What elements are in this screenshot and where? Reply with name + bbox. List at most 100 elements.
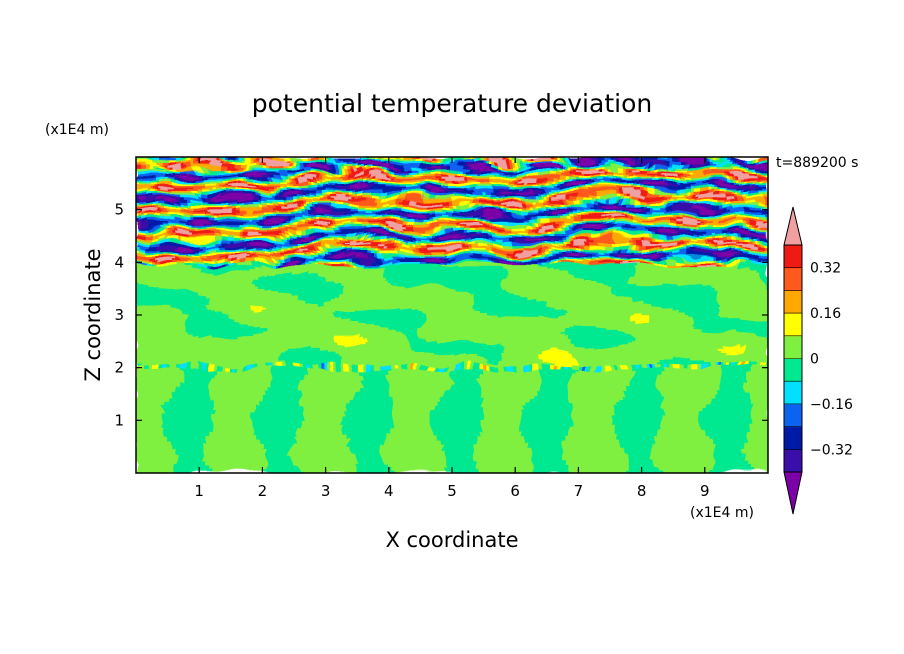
contour-cell bbox=[455, 194, 469, 198]
contour-cell bbox=[591, 178, 599, 181]
contour-cell bbox=[695, 213, 703, 217]
contour-cell bbox=[745, 382, 768, 386]
contour-cell bbox=[512, 234, 516, 238]
contour-cell bbox=[527, 169, 539, 173]
contour-cell bbox=[707, 190, 715, 194]
contour-cell bbox=[493, 186, 513, 190]
contour-cell bbox=[761, 247, 768, 251]
contour-cell bbox=[246, 178, 251, 181]
contour-cell bbox=[202, 188, 210, 192]
contour-cell bbox=[192, 243, 200, 247]
contour-cell bbox=[167, 432, 210, 436]
contour-cell bbox=[360, 249, 368, 253]
contour-cell bbox=[515, 234, 526, 238]
contour-cell bbox=[559, 247, 567, 251]
contour-cell bbox=[180, 203, 185, 207]
contour-cell bbox=[546, 173, 554, 177]
contour-cell bbox=[742, 445, 768, 449]
contour-cell bbox=[720, 190, 728, 194]
contour-cell bbox=[398, 199, 406, 202]
contour-cell bbox=[666, 253, 671, 257]
contour-cell bbox=[758, 243, 763, 247]
contour-cell bbox=[256, 279, 333, 282]
contour-cell bbox=[730, 363, 734, 367]
contour-cell bbox=[382, 190, 399, 194]
contour-cell bbox=[714, 184, 719, 188]
contour-cell bbox=[186, 258, 200, 261]
contour-cell bbox=[256, 277, 327, 280]
contour-cell bbox=[644, 222, 659, 226]
contour-cell bbox=[572, 234, 592, 238]
contour-cell bbox=[385, 437, 441, 440]
contour-cell bbox=[142, 211, 159, 215]
contour-cell bbox=[638, 165, 643, 169]
contour-cell bbox=[752, 414, 768, 417]
contour-cell bbox=[442, 201, 450, 205]
contour-cell bbox=[632, 371, 662, 375]
contour-cell bbox=[553, 226, 557, 230]
contour-cell bbox=[641, 188, 646, 192]
contour-cell bbox=[628, 363, 633, 367]
contour-cell bbox=[651, 173, 659, 177]
contour-cell bbox=[692, 323, 768, 327]
contour-cell bbox=[211, 363, 216, 367]
contour-cell bbox=[376, 325, 422, 329]
contour-cell bbox=[622, 211, 627, 215]
contour-cell bbox=[136, 460, 178, 464]
contour-cell bbox=[565, 220, 576, 224]
contour-cell bbox=[619, 365, 627, 369]
contour-cell bbox=[736, 192, 741, 196]
contour-cell bbox=[679, 262, 690, 266]
contour-cell bbox=[350, 194, 355, 198]
contour-cell bbox=[369, 167, 374, 171]
contour-cell bbox=[246, 192, 254, 196]
contour-cell bbox=[249, 209, 276, 213]
contour-cell bbox=[294, 456, 358, 459]
contour-cell bbox=[470, 239, 491, 242]
contour-cell bbox=[284, 175, 289, 179]
contour-cell bbox=[745, 169, 750, 173]
contour-cell bbox=[657, 237, 665, 240]
contour-cell bbox=[227, 247, 245, 251]
contour-cell bbox=[565, 163, 570, 167]
contour-cell bbox=[344, 241, 365, 245]
contour-cell bbox=[164, 365, 169, 369]
contour-cell bbox=[136, 209, 159, 213]
contour-cell bbox=[562, 241, 570, 245]
contour-cell bbox=[521, 256, 535, 259]
contour-cell bbox=[350, 167, 355, 171]
contour-cell bbox=[521, 424, 570, 428]
contour-cell bbox=[354, 194, 365, 198]
contour-cell bbox=[531, 363, 535, 367]
contour-cell bbox=[749, 365, 757, 369]
contour-cell bbox=[376, 363, 381, 367]
contour-cell bbox=[350, 190, 355, 194]
contour-cell bbox=[711, 443, 744, 447]
contour-cell bbox=[284, 247, 289, 251]
contour-cell bbox=[423, 209, 431, 213]
contour-cell bbox=[322, 245, 327, 249]
contour-cell bbox=[136, 203, 144, 207]
contour-cell bbox=[628, 165, 640, 169]
contour-cell bbox=[657, 378, 722, 382]
contour-cell bbox=[259, 363, 267, 367]
contour-cell bbox=[322, 184, 339, 188]
contour-cell bbox=[625, 454, 652, 457]
contour-cell bbox=[322, 192, 327, 196]
contour-cell bbox=[287, 178, 292, 181]
contour-cell bbox=[325, 175, 333, 179]
contour-cell bbox=[388, 171, 393, 175]
contour-cell bbox=[477, 390, 539, 394]
contour-cell bbox=[243, 228, 292, 232]
contour-cell bbox=[531, 443, 564, 447]
contour-cell bbox=[259, 199, 267, 202]
contour-cell bbox=[414, 258, 425, 261]
contour-cell bbox=[297, 203, 305, 207]
contour-cell bbox=[682, 260, 693, 264]
contour-cell bbox=[553, 249, 561, 253]
contour-cell bbox=[294, 201, 305, 205]
contour-cell bbox=[297, 207, 302, 211]
contour-cell bbox=[218, 226, 241, 230]
contour-cell bbox=[208, 432, 257, 436]
contour-cell bbox=[136, 443, 172, 447]
